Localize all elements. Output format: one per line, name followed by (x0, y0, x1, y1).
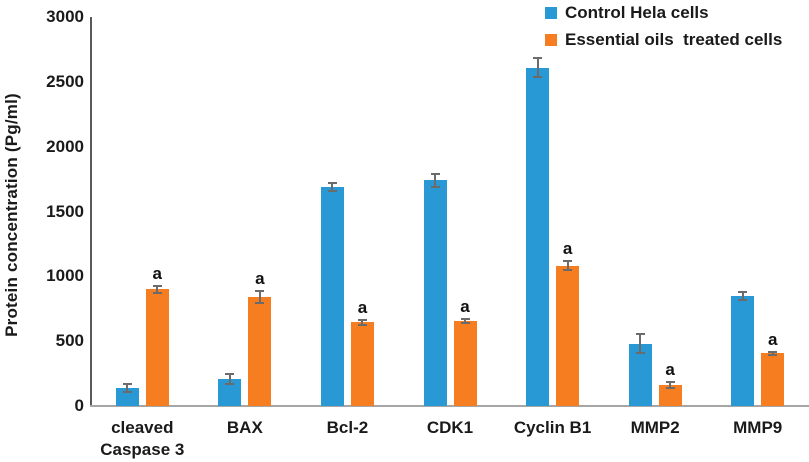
bar-control-hela-cells-bcl-2 (320, 186, 344, 406)
error-bar-cap (255, 301, 265, 304)
y-tick-label-1500: 1500 (46, 201, 84, 221)
legend-label-control-hela-cells: Control Hela cells (565, 3, 709, 22)
bar-control-hela-cells-bax (218, 378, 242, 406)
bar-control-hela-cells-cleaved-caspase-3 (115, 387, 139, 406)
bar-control-hela-cells-cyclin-b1 (526, 67, 550, 406)
error-bar-cap (635, 333, 645, 336)
error-bar-control-hela-cells-mmp9 (741, 291, 744, 300)
error-bar-cap (563, 260, 573, 263)
error-bar-cap (357, 318, 367, 321)
error-bar-cap (665, 381, 675, 383)
category-label-bax: BAX (226, 418, 263, 437)
legend: Control Hela cells Essential oils treate… (545, 3, 782, 50)
bar-essential-oils-treated-cells-bax (248, 297, 272, 406)
error-bar-cap (635, 352, 645, 355)
error-bar-cap (563, 269, 573, 272)
x-axis-line (90, 405, 809, 407)
error-bar-cap (430, 185, 440, 188)
legend-item-essential-oils-treated-cells: Essential oils treated cells (545, 30, 782, 50)
y-tick-label-2000: 2000 (46, 136, 84, 156)
error-bar-cap (460, 318, 470, 321)
y-tick-label-500: 500 (55, 331, 84, 351)
bar-essential-oils-treated-cells-mmp2 (658, 385, 682, 406)
error-bar-essential-oils-treated-cells-mmp2 (669, 382, 672, 389)
error-bar-cap (533, 75, 543, 78)
y-tick-label-2500: 2500 (46, 71, 84, 91)
category-label-cleaved-caspase-3: cleaved Caspase 3 (100, 418, 185, 459)
error-bar-cap (665, 387, 675, 390)
sig-label-cyclin-b1: a (562, 239, 573, 259)
bar-control-hela-cells-mmp2 (628, 343, 652, 406)
sig-label-mmp2: a (665, 360, 675, 379)
legend-item-control-hela-cells: Control Hela cells (545, 3, 782, 23)
error-bar-essential-oils-treated-cells-cdk1 (464, 319, 466, 323)
category-label-cyclin-b1: Cyclin B1 (513, 418, 592, 437)
error-bar-essential-oils-treated-cells-cleaved-caspase-3 (156, 286, 159, 293)
error-bar-essential-oils-treated-cells-bcl-2 (361, 319, 364, 325)
error-bar-essential-oils-treated-cells-bax (258, 291, 261, 303)
error-bar-cap (122, 390, 132, 393)
bar-essential-oils-treated-cells-bcl-2 (350, 322, 374, 406)
category-label-bcl-2: Bcl-2 (326, 418, 369, 437)
error-bar-cap (533, 57, 543, 60)
error-bar-control-hela-cells-mmp2 (639, 334, 642, 354)
error-bar-control-hela-cells-cdk1 (434, 173, 436, 187)
bar-essential-oils-treated-cells-cleaved-caspase-3 (145, 289, 169, 406)
error-bar-essential-oils-treated-cells-cyclin-b1 (566, 261, 569, 271)
error-bar-cap (255, 290, 265, 293)
category-label-cdk1: CDK1 (426, 418, 474, 437)
bar-control-hela-cells-cdk1 (423, 180, 447, 406)
error-bar-cap (225, 372, 235, 375)
error-bar-cap (738, 298, 748, 301)
y-tick-label-3000: 3000 (46, 7, 84, 26)
legend-swatch-control-hela-cells (545, 7, 557, 19)
y-tick-label-1000: 1000 (46, 266, 84, 286)
error-bar-control-hela-cells-cleaved-caspase-3 (126, 383, 129, 392)
sig-label-bax: a (255, 269, 265, 289)
sig-label-cleaved-caspase-3: a (152, 264, 163, 284)
error-bar-cap (327, 189, 337, 192)
error-bar-cap (768, 350, 778, 353)
y-tick-label-0: 0 (74, 396, 84, 415)
error-bar-cap (357, 323, 367, 326)
legend-swatch-essential-oils-treated-cells (545, 34, 557, 46)
error-bar-cap (430, 172, 440, 175)
category-label-mmp9: MMP9 (733, 418, 783, 437)
sig-label-mmp9: a (767, 329, 778, 349)
error-bar-cap (225, 382, 235, 385)
bar-control-hela-cells-mmp9 (731, 295, 755, 406)
bar-essential-oils-treated-cells-cyclin-b1 (556, 265, 580, 406)
error-bar-cap (122, 382, 132, 385)
error-bar-control-hela-cells-bcl-2 (331, 182, 334, 191)
error-bar-cap (152, 291, 162, 294)
error-bar-essential-oils-treated-cells-mmp9 (771, 351, 774, 356)
error-bar-cap (768, 354, 778, 357)
error-bar-control-hela-cells-cyclin-b1 (536, 58, 539, 77)
error-bar-cap (460, 322, 470, 324)
error-bar-cap (152, 285, 162, 288)
sig-label-cdk1: a (460, 297, 470, 317)
category-label-mmp2: MMP2 (630, 418, 680, 437)
error-bar-cap (327, 181, 337, 184)
sig-label-bcl-2: a (357, 297, 368, 317)
y-axis-line (90, 17, 92, 407)
error-bar-cap (738, 290, 748, 293)
legend-label-essential-oils-treated-cells: Essential oils treated cells (565, 30, 783, 49)
bar-essential-oils-treated-cells-mmp9 (761, 353, 785, 406)
bar-essential-oils-treated-cells-cdk1 (453, 321, 477, 406)
error-bar-control-hela-cells-bax (228, 373, 231, 384)
